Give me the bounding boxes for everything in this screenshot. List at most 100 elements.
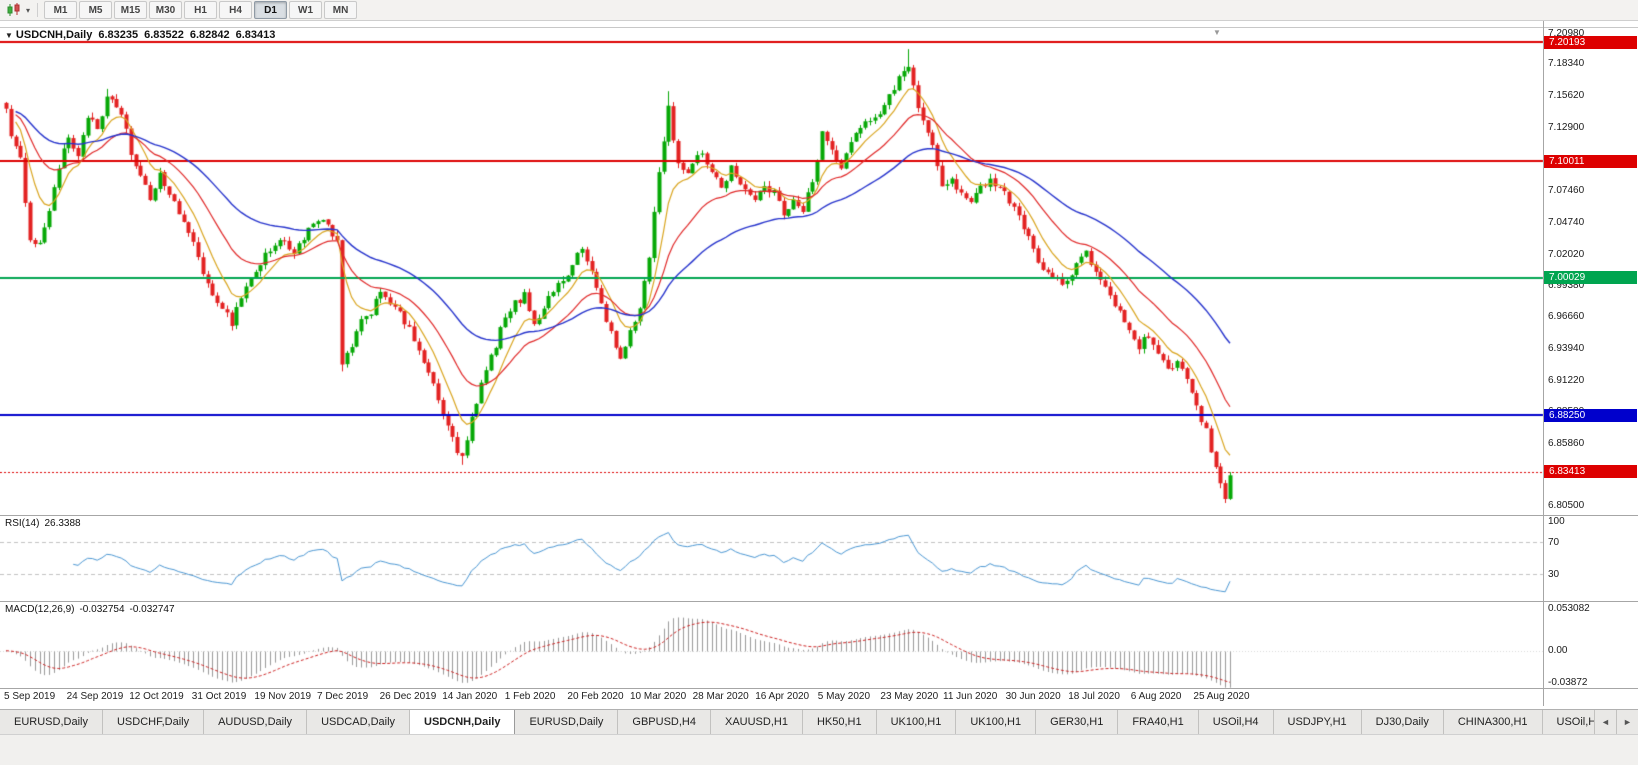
price-axis-label: 7.02020 bbox=[1548, 248, 1585, 260]
tab-UK100-H1[interactable]: UK100,H1 bbox=[956, 710, 1037, 734]
rsi-axis-label: 70 bbox=[1548, 536, 1560, 548]
chart-type-dropdown-icon[interactable]: ▾ bbox=[26, 5, 31, 15]
timeframe-button-M1[interactable]: M1 bbox=[44, 1, 78, 19]
timeframe-button-M30[interactable]: M30 bbox=[149, 1, 183, 19]
tab-CHINA300-H1[interactable]: CHINA300,H1 bbox=[1443, 710, 1543, 734]
time-axis[interactable]: 5 Sep 2019 24 Sep 2019 12 Oct 2019 31 Oct 2… bbox=[0, 688, 1543, 706]
current-price-badge: 6.83413 bbox=[1544, 465, 1637, 479]
price-axis-label: 7.07460 bbox=[1548, 185, 1585, 197]
timeframe-button-M15[interactable]: M15 bbox=[114, 1, 148, 19]
tab-UK100-H1[interactable]: UK100,H1 bbox=[876, 710, 957, 734]
tab-HK50-H1[interactable]: HK50,H1 bbox=[802, 710, 877, 734]
time-axis-label: 10 Mar 2020 bbox=[630, 691, 687, 702]
chart-symbol-timeframe: USDCNH,Daily bbox=[15, 29, 93, 41]
time-axis-label: 1 Feb 2020 bbox=[504, 691, 556, 702]
main-chart-canvas[interactable] bbox=[0, 27, 1638, 515]
chart-type-candlestick-icon[interactable] bbox=[4, 2, 26, 19]
time-axis-label: 18 Jul 2020 bbox=[1068, 691, 1120, 702]
price-axis-label: 6.85860 bbox=[1548, 437, 1585, 449]
timeframe-button-H4[interactable]: H4 bbox=[219, 1, 253, 19]
time-axis-label: 16 Apr 2020 bbox=[755, 691, 810, 702]
macd-axis-label: 0.00 bbox=[1548, 645, 1568, 657]
macd-axis-label: 0.053082 bbox=[1548, 603, 1590, 614]
price-axis-label: 6.93940 bbox=[1548, 343, 1585, 355]
timeframe-button-H1[interactable]: H1 bbox=[184, 1, 218, 19]
rsi-panel-canvas[interactable] bbox=[0, 515, 1638, 601]
tab-FRA40-H1[interactable]: FRA40,H1 bbox=[1118, 710, 1199, 734]
tab-scroll-arrows: ◄ ► bbox=[1594, 710, 1638, 734]
time-axis-label: 6 Aug 2020 bbox=[1130, 691, 1182, 702]
price-axis-label: 6.96660 bbox=[1548, 311, 1585, 323]
tab-EURUSD-Daily[interactable]: EURUSD,Daily bbox=[515, 710, 619, 734]
time-axis-label: 25 Aug 2020 bbox=[1193, 691, 1250, 702]
timeframe-button-D1[interactable]: D1 bbox=[254, 1, 288, 19]
price-axis-border bbox=[1543, 21, 1544, 706]
time-axis-label: 14 Jan 2020 bbox=[442, 691, 498, 702]
tab-USDCNH-Daily[interactable]: USDCNH,Daily bbox=[410, 710, 516, 734]
chart-shift-marker-icon[interactable]: ▼ bbox=[1213, 28, 1221, 37]
rsi-name: RSI(14) bbox=[5, 518, 40, 529]
time-axis-label: 20 Feb 2020 bbox=[567, 691, 624, 702]
timeframe-buttons: M1 M5 M15 M30 H1 H4 D1 W1 MN bbox=[43, 1, 358, 19]
tab-USDCHF-Daily[interactable]: USDCHF,Daily bbox=[102, 710, 205, 734]
time-axis-label: 30 Jun 2020 bbox=[1005, 691, 1061, 702]
timeframe-button-W1[interactable]: W1 bbox=[289, 1, 323, 19]
one-click-trading-arrow-icon[interactable]: ▼ bbox=[5, 30, 13, 40]
macd-name: MACD(12,26,9) bbox=[5, 604, 75, 615]
price-axis-label: 7.12900 bbox=[1548, 121, 1585, 133]
chart-tabs: EURUSD,Daily USDCHF,Daily AUDUSD,Daily USDC… bbox=[0, 710, 1594, 734]
tab-USOil-H1[interactable]: USOil,H1 bbox=[1542, 710, 1594, 734]
ohlc-high: 6.83522 bbox=[144, 29, 184, 41]
time-axis-label: 24 Sep 2019 bbox=[66, 691, 124, 702]
macd-signal-value: -0.032747 bbox=[129, 604, 175, 615]
toolbar-separator bbox=[37, 3, 39, 17]
price-axis-label: 6.80500 bbox=[1548, 500, 1585, 512]
macd-main-value: -0.032754 bbox=[79, 604, 125, 615]
time-axis-label: 26 Dec 2019 bbox=[379, 691, 437, 702]
tab-scroll-left-button[interactable]: ◄ bbox=[1594, 710, 1616, 734]
macd-panel-separator[interactable] bbox=[0, 601, 1638, 602]
rsi-axis-label: 30 bbox=[1548, 568, 1560, 580]
time-axis-label: 23 May 2020 bbox=[880, 691, 939, 702]
tab-EURUSD-Daily[interactable]: EURUSD,Daily bbox=[0, 710, 103, 734]
price-line-badge: 6.88250 bbox=[1544, 408, 1637, 422]
time-axis-separator bbox=[0, 688, 1638, 689]
rsi-panel-separator[interactable] bbox=[0, 515, 1638, 516]
time-axis-label: 11 Jun 2020 bbox=[943, 691, 998, 702]
macd-indicator-label: MACD(12,26,9) -0.032754 -0.032747 bbox=[5, 604, 180, 615]
chart-bottom-gap bbox=[0, 706, 1638, 709]
tab-XAUUSD-H1[interactable]: XAUUSD,H1 bbox=[710, 710, 803, 734]
macd-axis-label: -0.03872 bbox=[1548, 677, 1588, 688]
chart-title: ▼ USDCNH,Daily 6.83235 6.83522 6.82842 6… bbox=[5, 29, 281, 41]
chart-window: ▼ USDCNH,Daily 6.83235 6.83522 6.82842 6… bbox=[0, 21, 1638, 706]
tab-DJ30-Daily[interactable]: DJ30,Daily bbox=[1361, 710, 1444, 734]
time-axis-label: 5 May 2020 bbox=[817, 691, 871, 702]
price-line-badge: 7.00029 bbox=[1544, 271, 1637, 285]
tab-USDCAD-Daily[interactable]: USDCAD,Daily bbox=[307, 710, 411, 734]
tab-AUDUSD-Daily[interactable]: AUDUSD,Daily bbox=[204, 710, 308, 734]
ohlc-open: 6.83235 bbox=[98, 29, 139, 41]
chart-tab-bar: EURUSD,Daily USDCHF,Daily AUDUSD,Daily USDC… bbox=[0, 709, 1638, 734]
chart-top-border bbox=[0, 27, 1638, 28]
tab-USDJPY-H1[interactable]: USDJPY,H1 bbox=[1273, 710, 1362, 734]
tab-USOil-H4[interactable]: USOil,H4 bbox=[1198, 710, 1274, 734]
price-axis-label: 7.20980 bbox=[1548, 27, 1585, 39]
time-axis-label: 31 Oct 2019 bbox=[191, 691, 247, 702]
price-axis-label: 6.99380 bbox=[1548, 279, 1585, 291]
status-bar bbox=[0, 734, 1638, 765]
price-line-badge: 7.20193 bbox=[1544, 35, 1637, 49]
price-line-badge: 7.10011 bbox=[1544, 154, 1637, 168]
price-axis-label: 6.91220 bbox=[1548, 375, 1585, 386]
time-axis-label: 5 Sep 2019 bbox=[4, 691, 56, 702]
timeframe-button-M5[interactable]: M5 bbox=[79, 1, 113, 19]
time-axis-label: 7 Dec 2019 bbox=[317, 691, 369, 702]
toolbar: ▾ M1 M5 M15 M30 H1 H4 D1 W1 MN bbox=[0, 0, 1638, 21]
macd-panel-canvas[interactable] bbox=[0, 601, 1638, 688]
price-axis-label: 7.18340 bbox=[1548, 58, 1585, 70]
ohlc-low: 6.82842 bbox=[189, 29, 230, 41]
tab-scroll-right-button[interactable]: ► bbox=[1616, 710, 1638, 734]
tab-GBPUSD-H4[interactable]: GBPUSD,H4 bbox=[618, 710, 711, 734]
timeframe-button-MN[interactable]: MN bbox=[324, 1, 358, 19]
tab-GER30-H1[interactable]: GER30,H1 bbox=[1036, 710, 1119, 734]
